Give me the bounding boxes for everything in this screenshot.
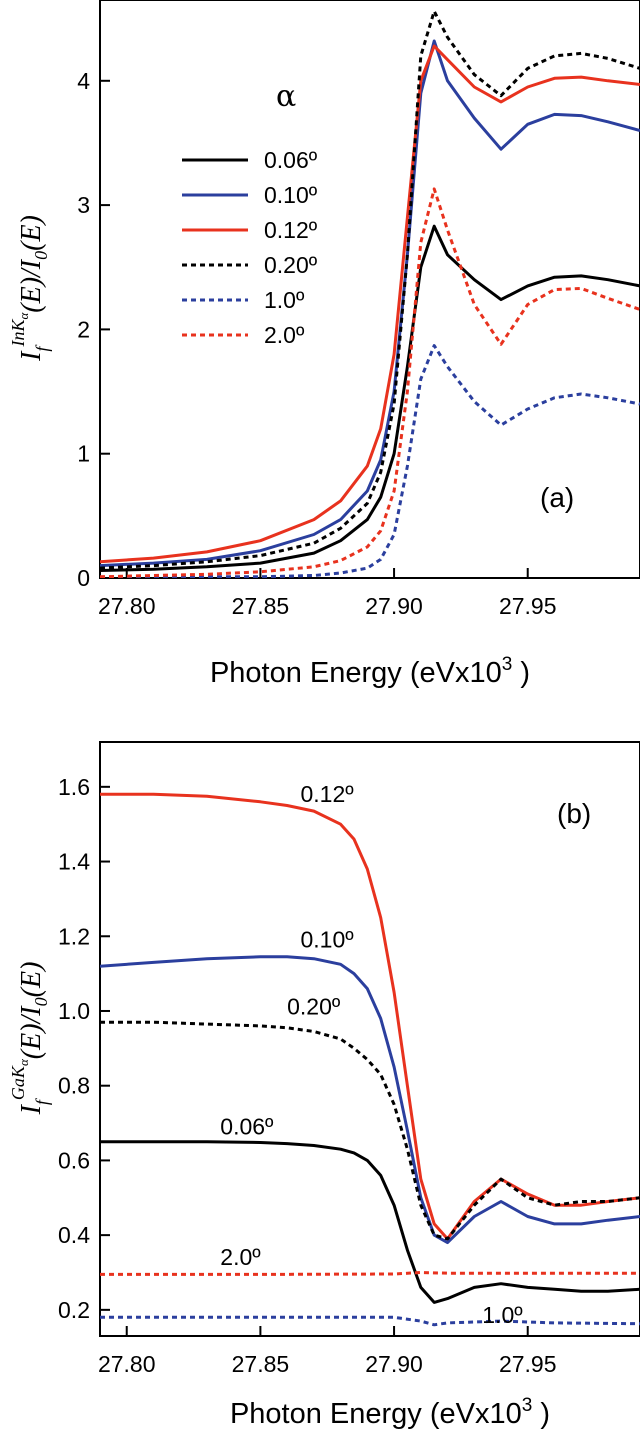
legend-label: 0.10º <box>264 182 318 208</box>
y-tick-label: 1.0 <box>58 998 90 1024</box>
panel-b-xlabel: Photon Energy (eVx103 ) <box>230 1395 550 1430</box>
panel-b-label: (b) <box>557 798 591 829</box>
x-tick-label: 27.90 <box>365 1351 423 1377</box>
y-tick-label: 0.8 <box>58 1073 90 1099</box>
curve-label: 0.20º <box>287 994 341 1020</box>
y-tick-label: 0.6 <box>58 1147 90 1173</box>
y-tick-label: 0 <box>77 565 90 591</box>
series-line-0.10 <box>100 39 640 568</box>
series-line-2.0 <box>100 187 640 578</box>
y-tick-label: 2 <box>77 316 90 342</box>
curve-label: 0.12º <box>300 781 354 807</box>
panel-a-ylabel: IfInKα(E)/I0(E) <box>8 215 52 362</box>
panel-a-frame <box>99 0 640 579</box>
x-tick-label: 27.85 <box>232 1351 290 1377</box>
panel-a-ticks: 27.80 27.85 27.90 27.95 0 1 2 3 4 <box>77 68 556 619</box>
series-line-0.06 <box>100 1140 640 1304</box>
panel-b-frame <box>99 741 640 1337</box>
curve-label: 1.0º <box>482 1302 523 1328</box>
panel-a-label: (a) <box>540 482 574 513</box>
panel-b-ticks: 27.80 27.85 27.90 27.95 0.2 0.4 0.6 0.8 1.0 1.2 1.… <box>58 774 556 1377</box>
x-tick-label: 27.90 <box>365 593 423 619</box>
y-tick-label: 1.4 <box>58 849 90 875</box>
legend-label: 2.0º <box>264 322 305 348</box>
curve-label: 0.06º <box>220 1113 274 1139</box>
x-tick-label: 27.80 <box>98 1351 156 1377</box>
curve-label: 0.10º <box>300 926 354 952</box>
series-line-0.12 <box>100 792 640 1241</box>
panel-a-legend: 0.06º 0.10º 0.12º 0.20º 1.0º 2.0º <box>182 147 318 348</box>
panel-b: 27.80 27.85 27.90 27.95 0.2 0.4 0.6 0.8 1.0 1.2 1.… <box>8 741 640 1430</box>
series-line-0.10 <box>100 955 640 1245</box>
legend-label: 0.06º <box>264 147 318 173</box>
panel-b-curve-labels: 0.12º 0.10º 0.20º 0.06º 2.0º 1.0º <box>220 781 523 1328</box>
series-line-2.0 <box>100 1271 640 1276</box>
panel-a-curves <box>100 9 640 578</box>
y-tick-label: 1 <box>77 441 90 467</box>
legend-label: 0.12º <box>264 217 318 243</box>
panel-a: 27.80 27.85 27.90 27.95 0 1 2 3 4 Photon Energy … <box>8 0 640 689</box>
y-tick-label: 3 <box>77 192 90 218</box>
y-tick-label: 4 <box>77 68 90 94</box>
x-tick-label: 27.80 <box>98 593 156 619</box>
x-tick-label: 27.95 <box>499 593 557 619</box>
curve-label: 2.0º <box>220 1244 261 1270</box>
y-tick-label: 1.6 <box>58 774 90 800</box>
series-line-1.0 <box>100 1315 640 1327</box>
legend-title: α <box>276 79 296 114</box>
legend-label: 0.20º <box>264 252 318 278</box>
series-line-0.20 <box>100 9 640 570</box>
y-tick-label: 0.2 <box>58 1297 90 1323</box>
panel-a-xlabel: Photon Energy (eVx103 ) <box>210 654 530 689</box>
y-tick-label: 1.2 <box>58 923 90 949</box>
panel-b-ylabel: IfGaKα(E)/I0(E) <box>8 962 52 1116</box>
panel-b-curves <box>100 792 640 1327</box>
series-line-0.20 <box>100 1020 640 1241</box>
x-tick-label: 27.95 <box>499 1351 557 1377</box>
series-line-1.0 <box>100 344 640 578</box>
series-line-0.06 <box>100 224 640 572</box>
legend-label: 1.0º <box>264 287 305 313</box>
x-tick-label: 27.85 <box>232 593 290 619</box>
y-tick-label: 0.4 <box>58 1222 90 1248</box>
